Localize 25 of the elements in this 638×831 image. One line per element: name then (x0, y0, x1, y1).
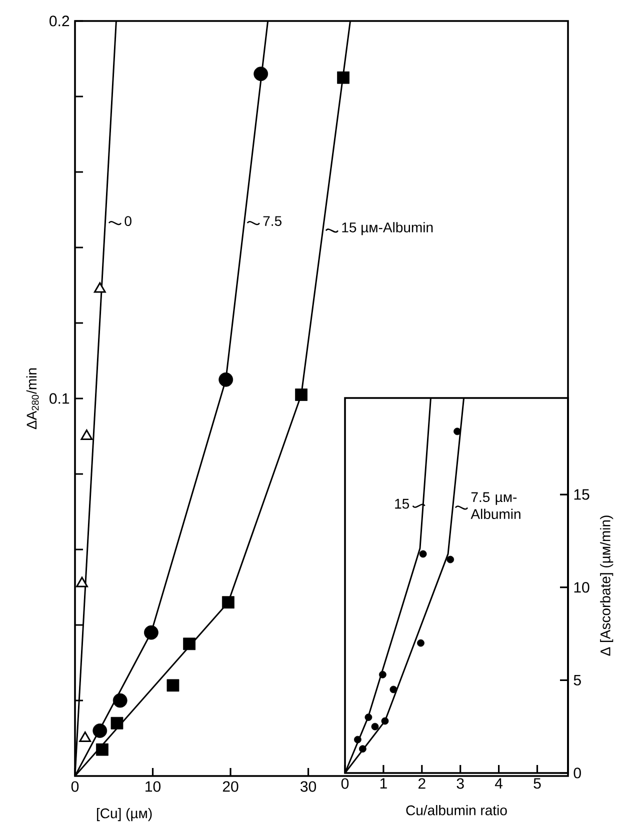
annotation: 7.5 (263, 216, 282, 226)
x-tick-label: 1 (380, 778, 387, 789)
x-tick-label: 3 (456, 778, 464, 789)
y-tick-label: 0.2 (50, 16, 70, 26)
x-tick-label: 20 (222, 781, 238, 792)
annotation: 15 µм-Albumin (342, 222, 433, 236)
y-tick-label: 15 (574, 489, 590, 500)
annotation: 15 (395, 498, 410, 509)
x-tick-label: 4 (494, 778, 503, 789)
y-tick-label: 10 (574, 582, 590, 593)
x-axis-title: Cu/albumin ratio (406, 805, 507, 816)
annotation: 0 (124, 216, 132, 226)
y-tick-label: 5 (574, 674, 581, 686)
y-tick-label: 0 (574, 768, 581, 778)
x-tick-label: 10 (146, 781, 161, 792)
x-tick-label: 0 (341, 778, 349, 789)
x-tick-label: 30 (300, 781, 316, 792)
x-tick-label: 5 (534, 778, 541, 789)
annotation: 7.5 µм-Albumin (470, 492, 520, 520)
y-axis-title: ΔA$_{280}$/min (26, 368, 39, 430)
x-axis-title: [Cu] (µм) (97, 808, 152, 822)
y-tick-label: 0.1 (50, 393, 70, 404)
x-tick-label: 2 (418, 778, 426, 789)
x-tick-label: 0 (71, 781, 79, 792)
y-axis-title: Δ [Ascorbate] (µм/min) (600, 516, 614, 656)
